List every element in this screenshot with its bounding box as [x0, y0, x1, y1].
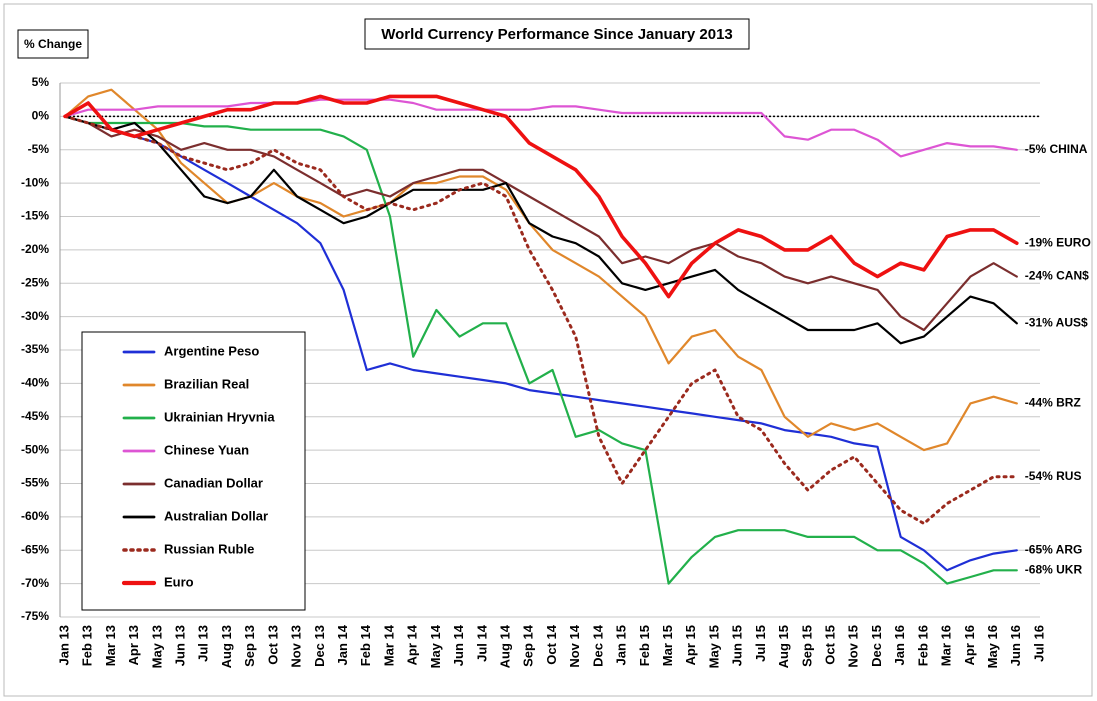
y-tick-label: -30% — [21, 309, 49, 323]
series-line — [63, 115, 1018, 345]
end-label: -31% AUS$ — [1025, 315, 1088, 329]
x-tick-label: Jul 15 — [753, 625, 768, 662]
title-box — [364, 18, 750, 50]
x-tick-label: Nov 13 — [289, 625, 304, 668]
y-tick-label: -10% — [21, 175, 49, 189]
legend-label: Ukrainian Hryvnia — [164, 409, 275, 424]
end-label: -65% ARG — [1025, 542, 1083, 556]
x-tick-label: Oct 13 — [265, 625, 280, 665]
x-tick-label: Jan 13 — [56, 625, 71, 665]
y-tick-label: -55% — [21, 476, 49, 490]
x-tick-label: Apr 15 — [683, 625, 698, 665]
x-tick-label: Jun 13 — [173, 625, 188, 666]
y-tick-label: 5% — [32, 75, 50, 89]
end-label: -24% CAN$ — [1025, 269, 1089, 283]
series-line — [63, 94, 1019, 299]
x-tick-label: Jun 15 — [730, 625, 745, 666]
y-tick-label: -70% — [21, 576, 49, 590]
x-tick-label: Jan 14 — [335, 624, 350, 665]
legend-label: Chinese Yuan — [164, 442, 249, 457]
y-tick-label: -25% — [21, 275, 49, 289]
legend-label: Brazilian Real — [164, 376, 249, 391]
legend-label: Australian Dollar — [164, 508, 268, 523]
x-tick-label: Apr 16 — [962, 625, 977, 665]
x-tick-label: Feb 13 — [80, 625, 95, 666]
series-line — [63, 98, 1018, 158]
y-tick-label: -45% — [21, 409, 49, 423]
y-tick-label: -75% — [21, 609, 49, 623]
x-tick-label: Aug 14 — [498, 624, 513, 668]
x-tick-label: May 15 — [706, 625, 721, 668]
x-tick-label: Nov 14 — [567, 624, 582, 667]
end-label: -44% BRZ — [1025, 396, 1081, 410]
x-tick-label: Jun 16 — [1008, 625, 1023, 666]
y-label-box — [17, 29, 89, 59]
chart-frame — [3, 3, 1093, 697]
series-line — [63, 115, 1018, 585]
x-tick-label: Oct 15 — [823, 625, 838, 665]
x-tick-label: May 14 — [428, 624, 443, 668]
x-tick-label: Aug 15 — [776, 625, 791, 668]
x-tick-label: Dec 13 — [312, 625, 327, 667]
x-tick-label: Sep 15 — [799, 625, 814, 667]
end-label: -54% RUS — [1025, 469, 1082, 483]
x-tick-label: Jan 16 — [892, 625, 907, 665]
x-tick-label: Sep 13 — [242, 625, 257, 667]
y-tick-label: -40% — [21, 376, 49, 390]
end-label: -68% UKR — [1025, 562, 1083, 576]
y-tick-label: -50% — [21, 442, 49, 456]
x-tick-label: Mar 15 — [660, 625, 675, 666]
x-tick-label: May 16 — [985, 625, 1000, 668]
end-label: -5% CHINA — [1025, 142, 1088, 156]
y-tick-label: -60% — [21, 509, 49, 523]
series-line — [63, 88, 1018, 452]
x-tick-label: Oct 14 — [544, 624, 559, 665]
x-tick-label: Jan 15 — [614, 625, 629, 665]
legend-label: Euro — [164, 574, 194, 589]
x-tick-label: Feb 14 — [358, 624, 373, 666]
x-tick-label: Jul 13 — [196, 625, 211, 662]
series-line — [63, 115, 1018, 572]
y-tick-label: 0% — [32, 109, 50, 123]
x-tick-label: Feb 16 — [915, 625, 930, 666]
legend-label: Canadian Dollar — [164, 475, 263, 490]
y-tick-label: -65% — [21, 542, 49, 556]
x-tick-label: Mar 13 — [103, 625, 118, 666]
y-tick-label: -35% — [21, 342, 49, 356]
x-tick-label: Dec 15 — [869, 625, 884, 667]
x-tick-label: Jul 16 — [1031, 625, 1046, 662]
y-tick-label: -5% — [28, 142, 50, 156]
x-tick-label: May 13 — [149, 625, 164, 668]
x-tick-label: Dec 14 — [590, 624, 605, 667]
x-tick-label: Sep 14 — [521, 624, 536, 667]
chart-title: World Currency Performance Since January… — [381, 26, 733, 43]
legend-box — [81, 331, 306, 611]
x-tick-label: Mar 16 — [939, 625, 954, 666]
y-tick-label: -15% — [21, 209, 49, 223]
legend-label: Russian Ruble — [164, 541, 254, 556]
legend-label: Argentine Peso — [164, 343, 259, 358]
x-tick-label: Mar 14 — [381, 624, 396, 666]
x-tick-label: Jul 14 — [474, 624, 489, 662]
legend: Argentine Peso Brazilian Real Ukrainian Hr… — [81, 331, 306, 611]
y-tick-label: -20% — [21, 242, 49, 256]
series-line — [63, 114, 1019, 525]
x-tick-label: Feb 15 — [637, 625, 652, 666]
x-tick-label: Aug 13 — [219, 625, 234, 668]
x-tick-label: Jun 14 — [451, 624, 466, 666]
series-line — [63, 115, 1018, 332]
end-label: -19% EURO — [1025, 235, 1091, 249]
x-tick-label: Nov 15 — [846, 625, 861, 668]
x-tick-label: Apr 14 — [405, 624, 420, 665]
y-axis-label: % Change — [24, 37, 82, 51]
x-tick-label: Apr 13 — [126, 625, 141, 665]
